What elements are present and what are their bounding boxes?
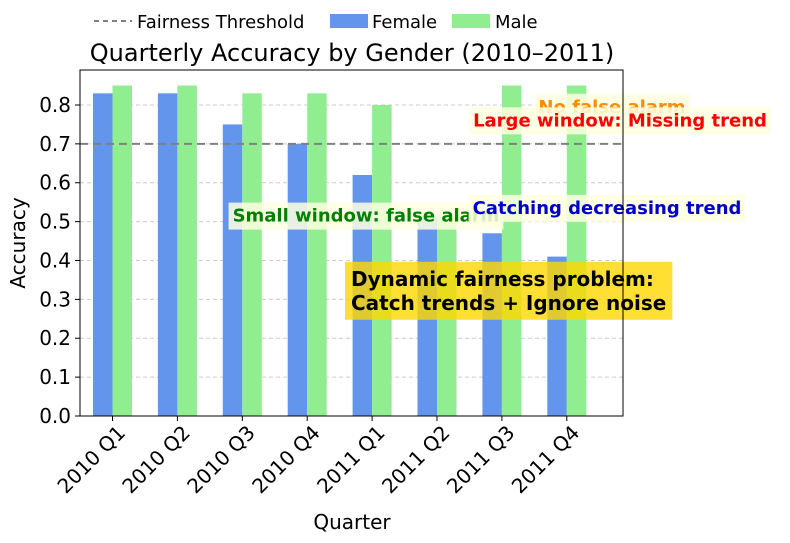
- bar-male-2011-q1: [372, 104, 392, 416]
- annotation-4: Dynamic fairness problem: Catch trends + …: [345, 261, 673, 320]
- annotation-line: Catching decreasing trend: [473, 198, 742, 219]
- bar-male-2011-q4: [566, 85, 587, 416]
- bar-female-2011-q3: [482, 233, 502, 416]
- y-tick-label: 0.3: [39, 287, 71, 311]
- plot-frame: [79, 69, 624, 417]
- legend-female-label: Female: [372, 12, 437, 33]
- annotation-box: [468, 194, 746, 222]
- legend-female-swatch: [330, 14, 368, 28]
- chart-title: Quarterly Accuracy by Gender (2010–2011): [90, 39, 614, 67]
- annotation-box: [228, 202, 504, 230]
- annotation-box: [469, 107, 771, 135]
- legend-male-swatch: [452, 14, 490, 28]
- y-axis: 0.0 0.1 0.2 0.3 0.4 0.5 0.6 0.7 0.8: [39, 93, 80, 428]
- annotation-line: Catch trends + Ignore noise: [351, 291, 666, 315]
- y-tick-label: 0.5: [39, 210, 71, 234]
- annotation-3: Catching decreasing trend: [468, 194, 746, 222]
- annotation-line: Large window: Missing trend: [473, 110, 767, 131]
- annotation-text: Large window: Missing trend: [473, 110, 767, 131]
- y-tick-label: 0.4: [39, 248, 71, 272]
- annotation-text: Small window: false alarm: [233, 206, 500, 227]
- y-tick-label: 0.1: [39, 365, 71, 389]
- y-axis-label: Accuracy: [6, 197, 30, 288]
- bar-male-2010-q2: [177, 85, 197, 416]
- annotation-text: Catching decreasing trend: [473, 198, 742, 219]
- bar-male-2011-q3: [501, 85, 522, 416]
- y-tick-label: 0.6: [39, 171, 71, 195]
- annotation-line: Small window: false alarm: [233, 206, 500, 227]
- annotation-2: Small window: false alarm: [228, 202, 504, 230]
- bar-female-2010-q3: [222, 124, 243, 416]
- y-tick-label: 0.2: [39, 326, 71, 350]
- y-tick-label: 0.8: [39, 93, 71, 117]
- legend: Fairness Threshold Female Male: [94, 12, 538, 33]
- bar-male-2010-q4: [307, 93, 327, 417]
- legend-male-label: Male: [495, 12, 538, 33]
- bar-male-2010-q3: [242, 93, 262, 417]
- annotation-1: Large window: Missing trend: [469, 107, 771, 135]
- y-tick-label: 0.7: [39, 132, 71, 156]
- annotation-text: Dynamic fairness problem: Catch trends + …: [351, 267, 666, 315]
- bar-female-2010-q1: [93, 93, 113, 417]
- y-tick-label: 0.0: [39, 404, 71, 428]
- annotation-line: Dynamic fairness problem:: [351, 267, 654, 291]
- bar-male-2010-q1: [112, 85, 132, 416]
- bar-female-2010-q2: [157, 93, 178, 417]
- annotation-box: [345, 261, 673, 320]
- bar-female-2010-q4: [287, 143, 308, 416]
- legend-threshold-label: Fairness Threshold: [137, 12, 304, 33]
- x-axis-label: Quarter: [313, 510, 391, 534]
